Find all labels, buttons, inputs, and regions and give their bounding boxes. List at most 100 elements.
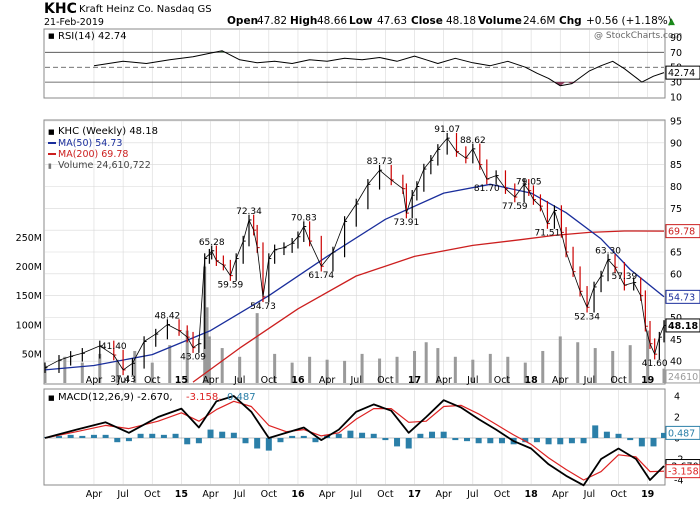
price-annotation-0: 41.40 bbox=[101, 342, 127, 352]
price-annotation-2: 48.42 bbox=[155, 311, 181, 321]
x-tick-3: 15 bbox=[175, 375, 188, 386]
volume-bar-23 bbox=[413, 350, 417, 383]
price-tag-1: 54.73 bbox=[668, 292, 695, 303]
volume-ytick-2: 150M bbox=[16, 291, 42, 302]
price-annotation-12: 91.07 bbox=[434, 125, 460, 135]
macd-legend-marker-icon: ■ bbox=[48, 394, 55, 402]
legend-price: KHC (Weekly) 48.18 bbox=[58, 126, 158, 137]
price-ytick-10: 90 bbox=[670, 138, 682, 149]
x-tick-18: Oct bbox=[610, 375, 627, 386]
price-tag-3-box bbox=[665, 369, 700, 384]
volume-bar-29 bbox=[506, 356, 510, 383]
rsi-grid bbox=[45, 30, 664, 97]
volume-bar-13 bbox=[238, 356, 242, 383]
x-tick-12: Apr bbox=[435, 375, 452, 386]
price-annotation-8: 70.83 bbox=[291, 214, 317, 224]
macd-hist-bar-31 bbox=[405, 438, 412, 449]
price-ytick-8: 80 bbox=[670, 182, 682, 193]
macd-hist-bar-43 bbox=[545, 438, 552, 445]
macd-ytick-3: 2 bbox=[674, 413, 680, 424]
volume-bar-32 bbox=[558, 336, 562, 383]
x-tick-15: 18 bbox=[524, 375, 538, 386]
x-tick-8: Apr bbox=[319, 375, 336, 386]
macd-hist-bar-1 bbox=[55, 435, 62, 438]
x-tick-4: Apr bbox=[202, 375, 219, 386]
rsi-ytick-0: 10 bbox=[670, 93, 682, 104]
price-ytick-0: 40 bbox=[670, 357, 682, 368]
macd-hist-bar-39 bbox=[498, 438, 505, 444]
volume-bar-3 bbox=[98, 353, 102, 383]
macd-hist-bar-45 bbox=[568, 438, 575, 444]
volume-bar-27 bbox=[471, 359, 475, 383]
macd-hist-bar-2 bbox=[67, 434, 74, 438]
macd-hist-bar-32 bbox=[417, 433, 424, 438]
price-annotation-21: 41.60 bbox=[642, 359, 668, 369]
macd-hist-bar-15 bbox=[219, 431, 226, 438]
x-tick-1: Jul bbox=[116, 489, 128, 500]
legend-volume: Volume 24,610,722 bbox=[58, 160, 151, 171]
rsi-oversold-fill-1 bbox=[566, 82, 577, 84]
volume-bar-5 bbox=[133, 350, 137, 383]
x-tick-12: Apr bbox=[435, 489, 452, 500]
volume-ytick-4: 250M bbox=[16, 233, 42, 244]
macd-hist-bar-49 bbox=[615, 433, 622, 438]
macd-tag-2-box bbox=[665, 464, 700, 479]
macd-line-series bbox=[44, 395, 665, 487]
macd-hist-bar-33 bbox=[429, 431, 436, 438]
macd-hist-bar-47 bbox=[592, 425, 599, 438]
macd-hist-bar-10 bbox=[160, 434, 167, 438]
volume-bar-24 bbox=[424, 342, 428, 383]
macd-hist-bar-11 bbox=[172, 433, 179, 438]
price-annotation-18: 52.34 bbox=[574, 312, 600, 322]
price-annotation-4: 65.28 bbox=[199, 238, 225, 248]
volume-yaxis: 50M 100M 150M 200M 250M bbox=[16, 233, 42, 360]
open-label: Open bbox=[227, 15, 258, 27]
macd-legend-signal: -3.158, bbox=[186, 392, 221, 403]
macd-hist-bar-50 bbox=[627, 438, 634, 441]
x-tick-1: Jul bbox=[116, 375, 128, 386]
rsi-ytick-3: 70 bbox=[670, 48, 682, 59]
macd-hist-bar-46 bbox=[580, 438, 587, 444]
legend-ma200: MA(200) 69.78 bbox=[58, 149, 128, 160]
volume-value: 24.6M bbox=[523, 15, 555, 27]
macd-tag-0: 0.487 bbox=[668, 428, 695, 439]
volume-bar-25 bbox=[436, 348, 440, 383]
x-tick-9: Jul bbox=[350, 375, 362, 386]
price-annotation-1: 37.43 bbox=[110, 375, 136, 385]
price-series bbox=[44, 132, 667, 376]
rsi-series bbox=[93, 50, 665, 87]
volume-bar-36 bbox=[628, 345, 632, 383]
x-tick-7: 16 bbox=[291, 489, 305, 500]
chg-value: +0.56 (+1.18%) bbox=[586, 15, 672, 27]
price-annotation-16: 79.05 bbox=[516, 178, 542, 188]
x-tick-14: Oct bbox=[494, 375, 511, 386]
price-annotation-3: 43.09 bbox=[180, 353, 206, 363]
macd-hist-bar-12 bbox=[184, 438, 191, 445]
macd-tag-2: -3.158 bbox=[668, 467, 699, 478]
price-panel bbox=[43, 119, 666, 385]
price-right-tags: 69.78 54.73 48.18 24610 bbox=[665, 224, 700, 384]
x-tick-8: Apr bbox=[319, 489, 336, 500]
price-ytick-9: 85 bbox=[670, 160, 682, 171]
x-tick-11: 17 bbox=[408, 489, 421, 500]
macd-hist-bar-17 bbox=[242, 438, 249, 444]
volume-bar-17 bbox=[308, 356, 312, 383]
volume-bar-7 bbox=[168, 345, 172, 383]
rsi-ytick-1: 30 bbox=[670, 78, 682, 89]
rsi-current-tag-box bbox=[665, 65, 700, 80]
macd-histogram bbox=[44, 425, 667, 451]
volume-ytick-1: 100M bbox=[16, 320, 42, 331]
macd-hist-bar-14 bbox=[207, 429, 214, 438]
legend-ma50: MA(50) 54.73 bbox=[58, 138, 122, 149]
open-value: 47.82 bbox=[257, 15, 287, 27]
x-tick-10: Oct bbox=[377, 375, 394, 386]
volume-bar-33 bbox=[576, 342, 580, 383]
macd-hist-bar-41 bbox=[522, 438, 529, 443]
volume-bar-35 bbox=[611, 350, 615, 383]
x-tick-11: 17 bbox=[408, 375, 421, 386]
macd-tag-0-box bbox=[665, 425, 700, 440]
volume-bar-1 bbox=[63, 356, 67, 383]
price-ytick-5: 65 bbox=[670, 248, 682, 259]
macd-legend-main: MACD(12,26,9) -2.670, bbox=[58, 392, 173, 403]
macd-hist-bar-35 bbox=[452, 438, 459, 441]
